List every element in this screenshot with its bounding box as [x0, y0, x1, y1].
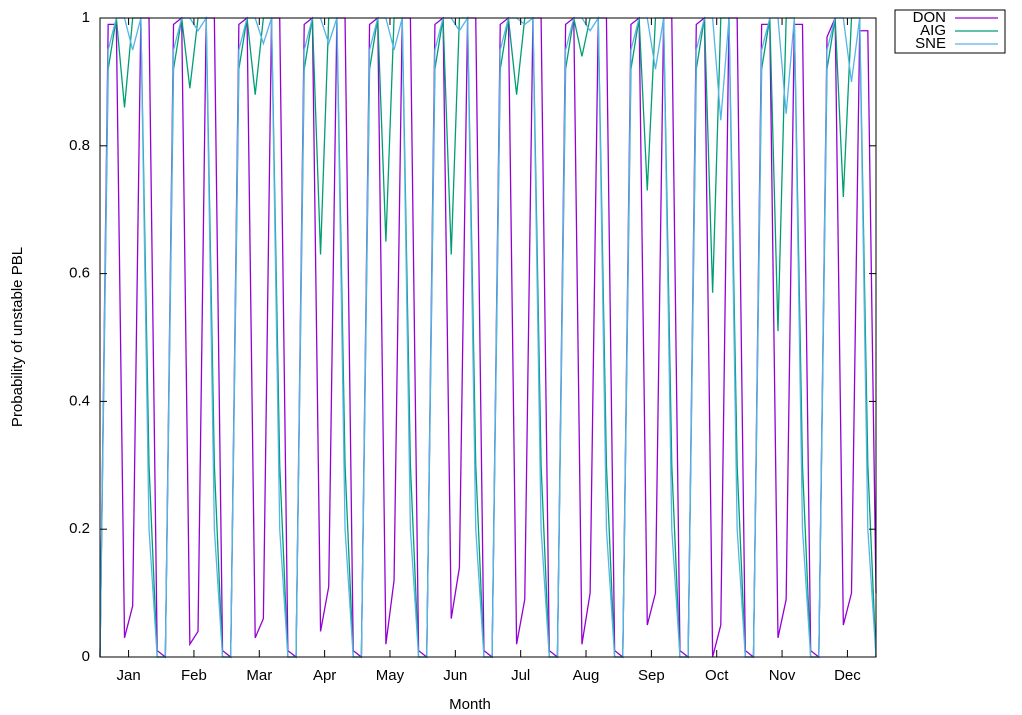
legend-box — [894, 9, 1006, 54]
x-tick-label: Nov — [769, 667, 796, 684]
y-tick-label: 0.8 — [69, 137, 90, 154]
y-axis-label: Probability of unstable PBL — [9, 247, 26, 427]
series-line — [99, 15, 877, 658]
x-tick-label: Aug — [573, 667, 600, 684]
x-tick-label: Feb — [181, 667, 207, 684]
legend-label: DON — [913, 9, 946, 26]
y-tick-label: 0.2 — [69, 520, 90, 537]
x-tick-label: Apr — [313, 667, 336, 684]
x-tick-label: Sep — [638, 667, 665, 684]
x-tick-label: Jan — [116, 667, 140, 684]
x-tick-label: Oct — [705, 667, 729, 684]
legend-label: AIG — [920, 22, 946, 39]
x-tick-label: Dec — [834, 667, 861, 684]
x-axis-label: Month — [449, 696, 491, 713]
x-tick-label: Jun — [443, 667, 467, 684]
y-tick-label: 1 — [82, 9, 90, 26]
y-tick-label: 0 — [82, 648, 90, 665]
legend-label: SNE — [915, 35, 946, 52]
y-tick-label: 0.4 — [69, 392, 90, 409]
x-tick-label: Jul — [511, 667, 530, 684]
plot-frame — [99, 17, 877, 658]
y-tick-label: 0.6 — [69, 265, 90, 282]
x-tick-label: Mar — [246, 667, 272, 684]
x-tick-label: May — [376, 667, 405, 684]
series-line — [99, 16, 877, 659]
